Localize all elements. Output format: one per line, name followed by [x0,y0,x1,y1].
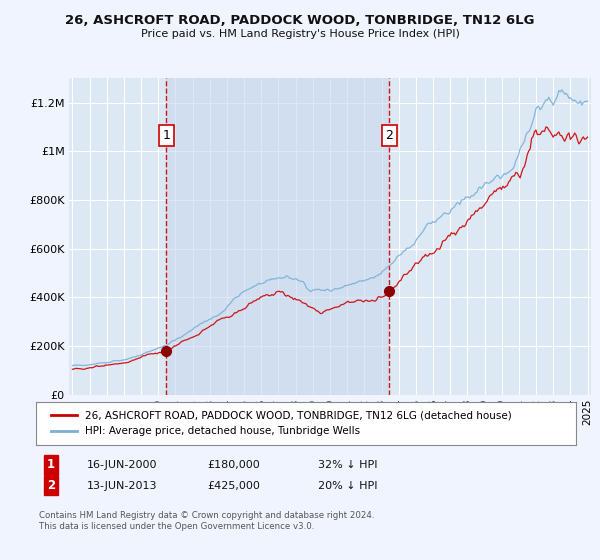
Text: 26, ASHCROFT ROAD, PADDOCK WOOD, TONBRIDGE, TN12 6LG: 26, ASHCROFT ROAD, PADDOCK WOOD, TONBRID… [65,14,535,27]
Bar [166,78,389,395]
Text: 32% ↓ HPI: 32% ↓ HPI [318,460,377,470]
Text: 2: 2 [47,479,55,492]
Text: 1: 1 [47,458,55,472]
Text: 13-JUN-2013: 13-JUN-2013 [87,480,157,491]
Text: 2: 2 [385,129,393,142]
Text: 16-JUN-2000: 16-JUN-2000 [87,460,157,470]
Legend: 26, ASHCROFT ROAD, PADDOCK WOOD, TONBRIDGE, TN12 6LG (detached house), HPI: Aver: 26, ASHCROFT ROAD, PADDOCK WOOD, TONBRID… [47,406,516,441]
Text: £425,000: £425,000 [207,480,260,491]
Text: 1: 1 [162,129,170,142]
Text: £180,000: £180,000 [207,460,260,470]
Text: Contains HM Land Registry data © Crown copyright and database right 2024.
This d: Contains HM Land Registry data © Crown c… [39,511,374,531]
Text: 20% ↓ HPI: 20% ↓ HPI [318,480,377,491]
Text: Price paid vs. HM Land Registry's House Price Index (HPI): Price paid vs. HM Land Registry's House … [140,29,460,39]
